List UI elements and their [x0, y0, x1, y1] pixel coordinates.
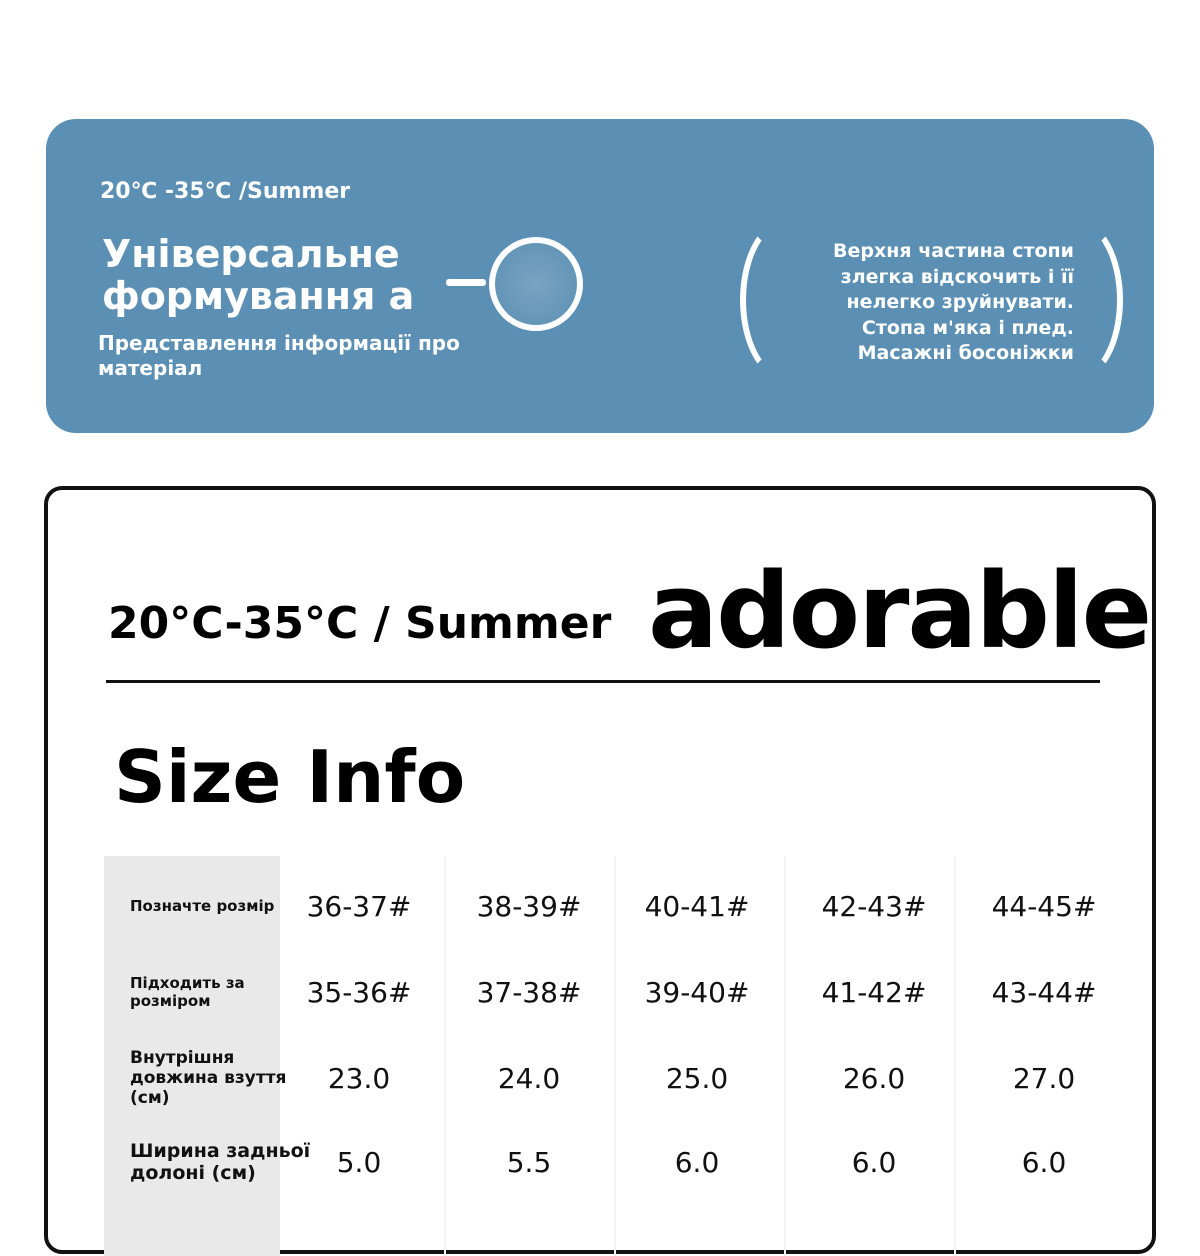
- description-line: Верхня частина стопи: [833, 240, 1074, 262]
- size-cell: 6.0: [1021, 1145, 1067, 1179]
- row-label: Позначте розмір: [130, 897, 275, 915]
- size-cell: 6.0: [851, 1145, 897, 1179]
- size-cell: 5.5: [506, 1145, 552, 1179]
- circle-icon: [489, 237, 583, 331]
- table-row: Позначте розмір 36-37# 38-39# 40-41# 42-43# 4…: [104, 866, 1154, 946]
- size-cell: 35-36#: [306, 975, 412, 1009]
- size-cell: 44-45#: [991, 889, 1097, 923]
- table-row: Ширина задньої долоні (см) 5.0 5.5 6.0 6.0 6.…: [104, 1122, 1154, 1202]
- description-line: нелегко зруйнувати.: [846, 291, 1074, 313]
- size-cell: 41-42#: [821, 975, 927, 1009]
- size-cell: 6.0: [674, 1145, 720, 1179]
- size-card: 20°C-35°C / Summer adorable Size Info По…: [44, 486, 1156, 1256]
- size-cell: 42-43#: [821, 889, 927, 923]
- left-bracket-decoration: [740, 219, 832, 381]
- banner-title-line: формування а: [102, 274, 415, 318]
- banner-title-line: Універсальне: [102, 232, 400, 276]
- column-divider: [954, 856, 956, 1256]
- description-line: Масажні босоніжки: [857, 342, 1074, 364]
- size-cell: 27.0: [1012, 1061, 1076, 1095]
- size-cell: 36-37#: [306, 889, 412, 923]
- size-cell: 43-44#: [991, 975, 1097, 1009]
- size-cell: 40-41#: [644, 889, 750, 923]
- banner-subtitle: Представлення інформації про матеріал: [98, 331, 460, 380]
- size-cell: 38-39#: [476, 889, 582, 923]
- size-cell: 23.0: [327, 1061, 391, 1095]
- dash-decoration: [446, 279, 486, 286]
- size-info-heading: Size Info: [114, 735, 466, 819]
- label-column-background: [104, 856, 280, 1256]
- row-label: Внутрішня довжина взуття (см): [130, 1048, 287, 1108]
- column-divider: [614, 856, 616, 1256]
- right-bracket-decoration: [1031, 219, 1123, 381]
- description-line: злегка відскочить і її: [840, 265, 1074, 288]
- size-cell: 39-40#: [644, 975, 750, 1009]
- row-label: Ширина задньої долоні (см): [130, 1140, 311, 1184]
- table-row: Внутрішня довжина взуття (см) 23.0 24.0 25.…: [104, 1038, 1154, 1118]
- size-cell: 24.0: [497, 1061, 561, 1095]
- info-banner: 20℃ -35℃ /Summer Універсальне формування…: [46, 119, 1154, 433]
- banner-title: Універсальне формування а: [102, 233, 414, 317]
- banner-description: Верхня частина стопи злегка відскочить і…: [833, 239, 1074, 367]
- banner-temperature: 20℃ -35℃ /Summer: [100, 179, 351, 204]
- card-temperature: 20°C-35°C / Summer: [108, 598, 612, 649]
- brand-logo: adorable: [648, 550, 1152, 672]
- size-cell: 25.0: [665, 1061, 729, 1095]
- size-cell: 26.0: [842, 1061, 906, 1095]
- row-label: Підходить за розміром: [130, 974, 245, 1010]
- column-divider: [784, 856, 786, 1256]
- table-row: Підходить за розміром 35-36# 37-38# 39-40# 4…: [104, 952, 1154, 1032]
- size-cell: 5.0: [336, 1145, 382, 1179]
- divider: [106, 680, 1100, 683]
- description-line: Стопа м'яка і плед.: [861, 316, 1074, 339]
- size-cell: 37-38#: [476, 975, 582, 1009]
- column-divider: [444, 856, 446, 1256]
